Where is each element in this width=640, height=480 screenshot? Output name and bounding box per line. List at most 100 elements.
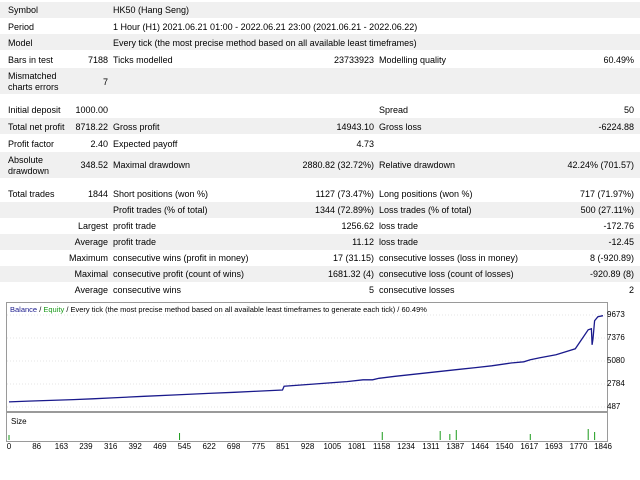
x-tick-label: 1464 bbox=[471, 442, 489, 451]
y-tick-label: 487 bbox=[607, 402, 621, 411]
average-label: Average bbox=[74, 237, 108, 247]
y-tick-label: 5080 bbox=[607, 356, 625, 365]
average-loss-label: loss trade bbox=[379, 237, 419, 247]
x-tick-label: 851 bbox=[276, 442, 290, 451]
grossloss-value: -6224.88 bbox=[598, 122, 634, 132]
legend-balance: Balance bbox=[10, 305, 38, 314]
symbol-value: HK50 (Hang Seng) bbox=[113, 5, 190, 15]
grossprofit-value: 14943.10 bbox=[336, 122, 374, 132]
largest-profit-value: 1256.62 bbox=[341, 221, 374, 231]
bars-value: 7188 bbox=[87, 55, 108, 65]
avg-label: Average bbox=[74, 285, 108, 295]
short-value: 1127 (73.47%) bbox=[315, 189, 374, 199]
balance-chart: Balance / Equity / Every tick (the most … bbox=[6, 302, 608, 412]
ep-label: Expected payoff bbox=[113, 139, 178, 149]
average-loss-value: -12.45 bbox=[608, 237, 634, 247]
ticks-label: Ticks modelled bbox=[113, 55, 173, 65]
spread-value: 50 bbox=[623, 105, 634, 115]
ltrades-value: 500 (27.11%) bbox=[580, 205, 634, 215]
average-profit-value: 11.12 bbox=[352, 237, 374, 247]
x-tick-label: 0 bbox=[6, 442, 12, 451]
x-tick-label: 622 bbox=[202, 442, 216, 451]
size-svg bbox=[8, 429, 596, 440]
ptrades-value: 1344 (72.89%) bbox=[314, 205, 374, 215]
x-tick-label: 1617 bbox=[520, 442, 539, 451]
model-label: Model bbox=[8, 38, 33, 48]
period-value: 1 Hour (H1) 2021.06.21 01:00 - 2022.06.2… bbox=[113, 22, 418, 32]
size-panel: Size bbox=[6, 412, 608, 442]
x-tick-label: 1846 bbox=[594, 442, 612, 451]
largest-loss-label: loss trade bbox=[379, 221, 419, 231]
x-tick-label: 1081 bbox=[347, 442, 366, 451]
reldd-value: 42.24% (701.57) bbox=[567, 160, 634, 170]
absdd-label-2: drawdown bbox=[8, 166, 50, 176]
avg-cl-value: 2 bbox=[628, 285, 634, 295]
mismatch-value: 7 bbox=[102, 77, 108, 87]
max-cw-value: 17 (31.15) bbox=[332, 253, 374, 263]
quality-label: Modelling quality bbox=[379, 55, 447, 65]
pf-value: 2.40 bbox=[90, 139, 108, 149]
netprofit-label: Total net profit bbox=[8, 122, 65, 132]
largest-profit-label: profit trade bbox=[113, 221, 157, 231]
symbol-label: Symbol bbox=[8, 5, 39, 15]
ep-value: 4.73 bbox=[356, 139, 374, 149]
max-cl-label: consecutive losses (loss in money) bbox=[379, 253, 519, 263]
largest-label: Largest bbox=[77, 221, 108, 231]
spread-label: Spread bbox=[379, 105, 409, 115]
x-tick-label: 1234 bbox=[397, 442, 415, 451]
reldd-label: Relative drawdown bbox=[379, 160, 456, 170]
trades-value: 1844 bbox=[87, 189, 108, 199]
largest-loss-value: -172.76 bbox=[603, 221, 634, 231]
netprofit-value: 8718.22 bbox=[75, 122, 108, 132]
deposit-value: 1000.00 bbox=[75, 105, 108, 115]
x-tick-label: 1158 bbox=[373, 442, 391, 451]
mx-cp-value: 1681.32 (4) bbox=[327, 269, 374, 279]
x-tick-label: 1693 bbox=[544, 442, 563, 451]
maxdd-label: Maximal drawdown bbox=[113, 160, 191, 170]
absdd-value: 348.52 bbox=[80, 160, 108, 170]
avg-cw-value: 5 bbox=[368, 285, 374, 295]
x-tick-label: 775 bbox=[251, 442, 266, 451]
quality-value: 60.49% bbox=[603, 55, 634, 65]
x-tick-label: 928 bbox=[300, 442, 315, 451]
maxdd-value: 2880.82 (32.72%) bbox=[302, 160, 374, 170]
ptrades-label: Profit trades (% of total) bbox=[113, 205, 208, 215]
mx-cl-label: consecutive loss (count of losses) bbox=[379, 269, 514, 279]
balance-line bbox=[8, 315, 604, 403]
long-value: 717 (71.97%) bbox=[579, 189, 634, 199]
mismatch-label-1: Mismatched bbox=[8, 71, 57, 81]
mx-cp-label: consecutive profit (count of wins) bbox=[113, 269, 245, 279]
ticks-value: 23733923 bbox=[333, 55, 374, 65]
max-cl-value: 8 (-920.89) bbox=[589, 253, 634, 263]
y-tick-label: 9673 bbox=[607, 310, 625, 319]
x-tick-label: 316 bbox=[103, 442, 118, 451]
period-label: Period bbox=[8, 22, 35, 32]
y-tick-label: 7376 bbox=[607, 333, 625, 342]
y-tick-label: 2784 bbox=[607, 378, 625, 388]
x-tick-label: 1311 bbox=[422, 442, 440, 451]
absdd-label-1: Absolute bbox=[8, 155, 44, 165]
x-tick-label: 1005 bbox=[323, 442, 342, 451]
chart-header-text: / Every tick (the most precise method ba… bbox=[64, 305, 427, 314]
mismatch-label-2: charts errors bbox=[8, 82, 59, 92]
mx-cl-value: -920.89 (8) bbox=[589, 269, 634, 279]
x-tick-label: 86 bbox=[32, 442, 42, 451]
avg-cl-label: consecutive losses bbox=[379, 285, 455, 295]
legend-equity: Equity bbox=[43, 305, 65, 314]
deposit-label: Initial deposit bbox=[8, 105, 61, 115]
x-tick-label: 698 bbox=[226, 442, 241, 451]
x-tick-label: 239 bbox=[79, 442, 93, 451]
x-tick-label: 1540 bbox=[495, 442, 514, 451]
pf-label: Profit factor bbox=[8, 139, 55, 149]
x-tick-label: 392 bbox=[128, 442, 142, 451]
average-profit-label: profit trade bbox=[113, 237, 157, 247]
trades-label: Total trades bbox=[8, 189, 55, 199]
grossprofit-label: Gross profit bbox=[113, 122, 160, 132]
balance-chart-svg bbox=[7, 314, 607, 408]
avg-cw-label: consecutive wins bbox=[113, 285, 182, 295]
long-label: Long positions (won %) bbox=[379, 189, 473, 199]
bars-label: Bars in test bbox=[8, 55, 54, 65]
x-tick-label: 545 bbox=[177, 442, 192, 451]
grossloss-label: Gross loss bbox=[379, 122, 422, 132]
ltrades-label: Loss trades (% of total) bbox=[379, 205, 472, 215]
